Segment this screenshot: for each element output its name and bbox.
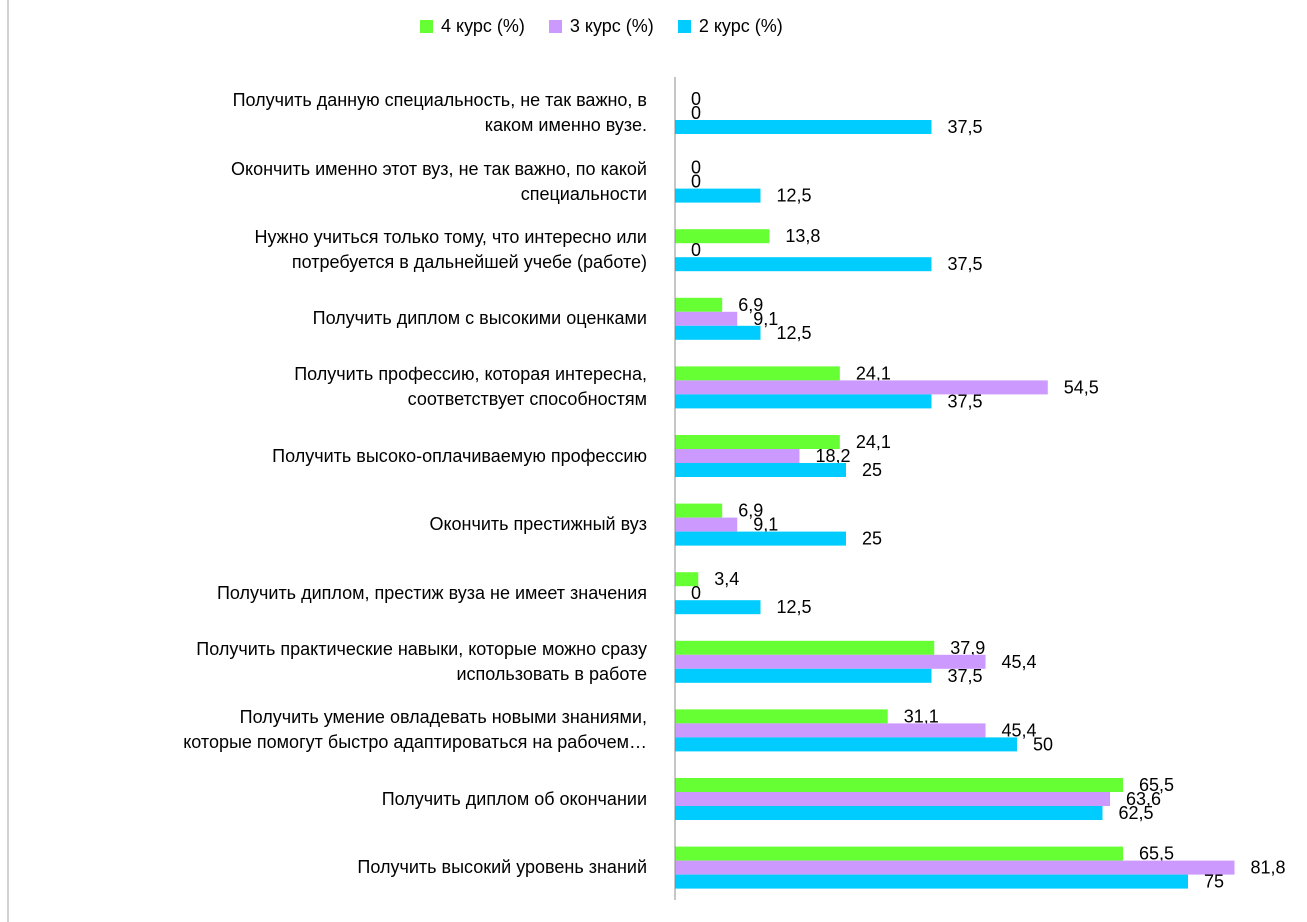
category-label: Получить диплом с высокими оценками xyxy=(312,308,647,329)
data-label: 18,2 xyxy=(815,446,850,466)
data-label: 65,5 xyxy=(1139,844,1174,864)
data-label: 0 xyxy=(691,172,701,192)
bar xyxy=(675,709,888,724)
data-label: 9,1 xyxy=(753,515,778,535)
category-label: Получить профессию, которая интересна, с… xyxy=(294,364,647,410)
category-label: Получить высоко-оплачиваемую профессию xyxy=(272,445,647,466)
bar xyxy=(675,531,846,546)
category-label: Получить диплом об окончании xyxy=(381,788,647,809)
category-label: Окончить престижный вуз xyxy=(429,514,647,535)
data-label: 6,9 xyxy=(738,295,763,315)
legend-swatch xyxy=(420,19,433,33)
legend-swatch xyxy=(548,19,562,33)
bar xyxy=(675,792,1111,806)
category-label: Получить практические навыки, которые мо… xyxy=(196,638,647,684)
data-label: 24,1 xyxy=(856,432,891,452)
data-label: 37,5 xyxy=(948,117,983,137)
bar xyxy=(675,120,932,134)
data-label: 12,5 xyxy=(777,323,812,343)
legend-item: 4 курс (%) xyxy=(420,16,525,37)
category-label: Нужно учиться только тому, что интересно… xyxy=(254,227,647,273)
data-label: 31,1 xyxy=(904,706,939,726)
bar xyxy=(675,860,1235,875)
data-label: 62,5 xyxy=(1119,803,1154,823)
bar xyxy=(675,723,986,738)
bar xyxy=(675,229,770,244)
bar xyxy=(675,257,932,272)
bar xyxy=(675,737,1017,752)
data-label: 6,9 xyxy=(738,501,763,521)
bar xyxy=(675,380,1048,395)
legend-label: 4 курс (%) xyxy=(441,15,525,36)
bar xyxy=(675,463,846,477)
bar xyxy=(675,297,723,312)
data-label: 75 xyxy=(1204,872,1224,892)
data-label: 50 xyxy=(1033,734,1053,754)
data-label: 0 xyxy=(691,89,701,109)
data-label: 3,4 xyxy=(714,569,739,589)
legend-label: 3 курс (%) xyxy=(569,15,654,36)
data-label: 0 xyxy=(691,158,701,178)
legend-swatch xyxy=(677,19,691,33)
data-label: 9,1 xyxy=(753,309,778,329)
data-label: 45,4 xyxy=(1002,720,1037,740)
bar xyxy=(675,435,840,449)
data-label: 12,5 xyxy=(777,597,812,617)
data-label: 25 xyxy=(862,460,882,480)
data-label: 0 xyxy=(691,103,701,123)
bar xyxy=(675,572,699,587)
data-label: 12,5 xyxy=(777,186,812,206)
legend-item: 2 курс (%) xyxy=(677,15,783,37)
bar xyxy=(675,311,738,326)
category-label: Окончить именно этот вуз, не так важно, … xyxy=(231,158,647,204)
data-label: 37,5 xyxy=(948,391,983,411)
bar xyxy=(675,503,723,518)
data-label: 81,8 xyxy=(1251,858,1286,878)
data-label: 24,1 xyxy=(856,363,891,383)
data-label: 0 xyxy=(691,583,701,603)
category-label: Получить умение овладевать новыми знания… xyxy=(183,707,647,753)
legend-item: 3 курс (%) xyxy=(548,15,654,37)
data-label: 25 xyxy=(862,529,882,549)
bar xyxy=(675,366,840,381)
bar xyxy=(675,394,932,409)
bar xyxy=(675,517,738,532)
data-label: 37,5 xyxy=(948,666,983,686)
bar xyxy=(675,640,935,655)
bar xyxy=(675,874,1188,889)
legend: 4 курс (%) 3 курс (%) 2 курс (%) xyxy=(420,14,783,38)
data-label: 63,6 xyxy=(1126,789,1161,809)
bar xyxy=(675,600,761,615)
bar xyxy=(675,449,800,463)
category-label: Получить высокий уровень знаний xyxy=(357,857,647,878)
data-label: 37,5 xyxy=(948,254,983,274)
data-label: 65,5 xyxy=(1139,775,1174,795)
bar xyxy=(675,325,761,340)
bar xyxy=(675,846,1124,861)
data-label: 54,5 xyxy=(1064,377,1099,397)
data-label: 13,8 xyxy=(785,226,820,246)
data-label: 0 xyxy=(691,240,701,260)
data-label: 45,4 xyxy=(1002,652,1037,672)
bar xyxy=(675,778,1124,792)
legend-label: 2 курс (%) xyxy=(698,15,783,36)
bar xyxy=(675,668,932,683)
bar xyxy=(675,188,761,203)
data-label: 37,9 xyxy=(950,638,985,658)
category-label: Получить данную специальность, не так ва… xyxy=(232,90,647,135)
category-label: Получить диплом, престиж вуза не имеет з… xyxy=(216,582,647,603)
bar xyxy=(675,654,986,669)
bar xyxy=(675,806,1103,820)
